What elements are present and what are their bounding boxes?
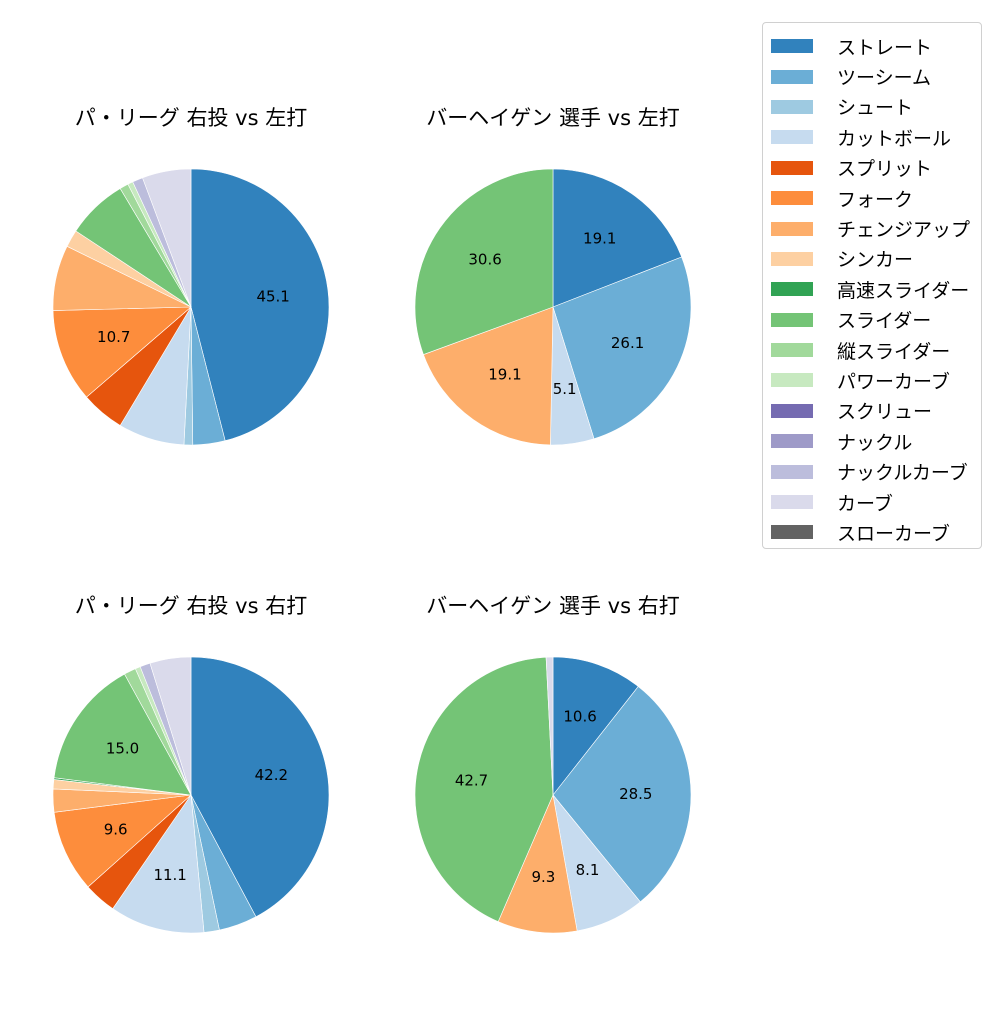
legend-swatch <box>771 251 813 266</box>
legend-item: パワーカーブ <box>763 365 981 395</box>
pie-slice <box>190 168 330 442</box>
legend-item: 高速スライダー <box>763 274 981 304</box>
legend-swatch <box>771 39 813 54</box>
legend-item: ツーシーム <box>763 61 981 91</box>
legend-item: スプリット <box>763 153 981 183</box>
pie-panel-player-vs-left: バーヘイゲン 選手 vs 左打 19.1 26.1 5.1 19.1 30.6 <box>383 102 723 522</box>
legend-swatch <box>771 191 813 206</box>
legend-label: パワーカーブ <box>837 370 950 393</box>
legend-label: フォーク <box>837 188 914 211</box>
legend-label: ナックルカーブ <box>837 462 968 485</box>
legend-item: フォーク <box>763 183 981 213</box>
legend-swatch <box>771 525 813 540</box>
slice-value-label: 9.6 <box>104 820 128 838</box>
pie-slice <box>552 256 692 440</box>
legend-item: ナックルカーブ <box>763 456 981 486</box>
legend-swatch <box>771 160 813 175</box>
slice-value-label: 42.2 <box>255 766 288 784</box>
legend-label: チェンジアップ <box>837 219 971 242</box>
legend-label: ナックル <box>837 431 913 454</box>
legend: ストレートツーシームシュートカットボール スプリットフォークチェンジアップ シンカー… <box>762 22 982 549</box>
chart-title: パ・リーグ 右投 vs 右打 <box>74 594 308 618</box>
pie-slice <box>414 656 554 923</box>
pie-slice <box>423 306 554 446</box>
legend-swatch <box>771 343 813 358</box>
pie-slice <box>53 794 192 888</box>
slice-value-label: 11.1 <box>153 866 186 884</box>
pie-slice <box>52 306 192 398</box>
slice-value-label: 45.1 <box>256 288 289 306</box>
pie-slice <box>545 656 554 796</box>
pie-chart: 45.1 10.7 <box>52 168 330 446</box>
legend-item: スローカーブ <box>763 517 981 547</box>
slice-value-label: 28.5 <box>619 785 652 803</box>
legend-swatch <box>771 464 813 479</box>
pie-slice <box>190 656 330 918</box>
pie-slice <box>53 673 192 796</box>
legend-item: カットボール <box>763 122 981 152</box>
slice-value-label: 19.1 <box>583 230 616 248</box>
legend-item: シンカー <box>763 244 981 274</box>
pie-slice <box>552 168 683 308</box>
chart-title: パ・リーグ 右投 vs 左打 <box>74 106 308 130</box>
legend-label: シンカー <box>837 249 914 272</box>
legend-item: チェンジアップ <box>763 213 981 243</box>
legend-label: カーブ <box>837 492 893 515</box>
legend-label: ツーシーム <box>837 67 932 90</box>
legend-swatch <box>771 373 813 388</box>
chart-title: バーヘイゲン 選手 vs 右打 <box>426 594 680 618</box>
legend-item: シュート <box>763 92 981 122</box>
pie-chart: 19.1 26.1 5.1 19.1 30.6 <box>414 168 692 446</box>
slice-value-label: 26.1 <box>611 334 644 352</box>
pie-slice <box>149 656 192 796</box>
legend-label: スローカーブ <box>837 522 950 545</box>
slice-value-label: 10.6 <box>563 708 596 726</box>
pie-chart: 10.6 28.5 8.1 9.3 42.7 <box>414 656 692 934</box>
legend-swatch <box>771 495 813 510</box>
legend-item: スクリュー <box>763 396 981 426</box>
legend-swatch <box>771 434 813 449</box>
pie-slice <box>552 656 639 796</box>
pie-slice <box>497 793 578 934</box>
pie-slice <box>142 168 192 308</box>
legend-swatch <box>771 69 813 84</box>
slice-value-label: 42.7 <box>455 771 488 789</box>
legend-label: スプリット <box>837 158 933 181</box>
pie-chart: 42.2 11.1 9.6 15.0 <box>52 656 330 934</box>
chart-title: バーヘイゲン 選手 vs 左打 <box>426 106 680 130</box>
legend-swatch <box>771 282 813 297</box>
pie-panel-pl-vs-left: パ・リーグ 右投 vs 左打 45.1 10.7 <box>21 102 361 522</box>
slice-value-label: 10.7 <box>97 328 130 346</box>
legend-item: カーブ <box>763 487 981 517</box>
legend-item: ナックル <box>763 426 981 456</box>
legend-label: シュート <box>837 97 914 120</box>
legend-swatch <box>771 130 813 145</box>
slice-value-label: 5.1 <box>553 380 577 398</box>
legend-item: ストレート <box>763 31 981 61</box>
legend-swatch <box>771 312 813 327</box>
slice-value-label: 15.0 <box>106 739 139 757</box>
legend-swatch <box>771 221 813 236</box>
legend-label: 高速スライダー <box>837 279 970 302</box>
slice-value-label: 19.1 <box>488 365 521 383</box>
slice-value-label: 8.1 <box>576 861 600 879</box>
legend-label: スライダー <box>837 310 932 333</box>
slice-value-label: 9.3 <box>531 868 555 886</box>
legend-swatch <box>771 99 813 114</box>
legend-label: カットボール <box>837 127 952 150</box>
slice-value-label: 30.6 <box>468 251 501 269</box>
pie-slice <box>112 794 205 934</box>
legend-label: 縦スライダー <box>837 340 951 363</box>
pie-panel-pl-vs-right: パ・リーグ 右投 vs 右打 42.2 11.1 9.6 15.0 <box>21 590 361 1010</box>
pie-slice <box>414 168 554 355</box>
legend-item: 縦スライダー <box>763 335 981 365</box>
legend-item: スライダー <box>763 305 981 335</box>
legend-swatch <box>771 403 813 418</box>
legend-label: スクリュー <box>837 401 933 424</box>
pie-panel-player-vs-right: バーヘイゲン 選手 vs 右打 10.6 28.5 8.1 9.3 42.7 <box>383 590 723 1010</box>
legend-label: ストレート <box>837 36 933 59</box>
pie-slice <box>552 686 692 903</box>
